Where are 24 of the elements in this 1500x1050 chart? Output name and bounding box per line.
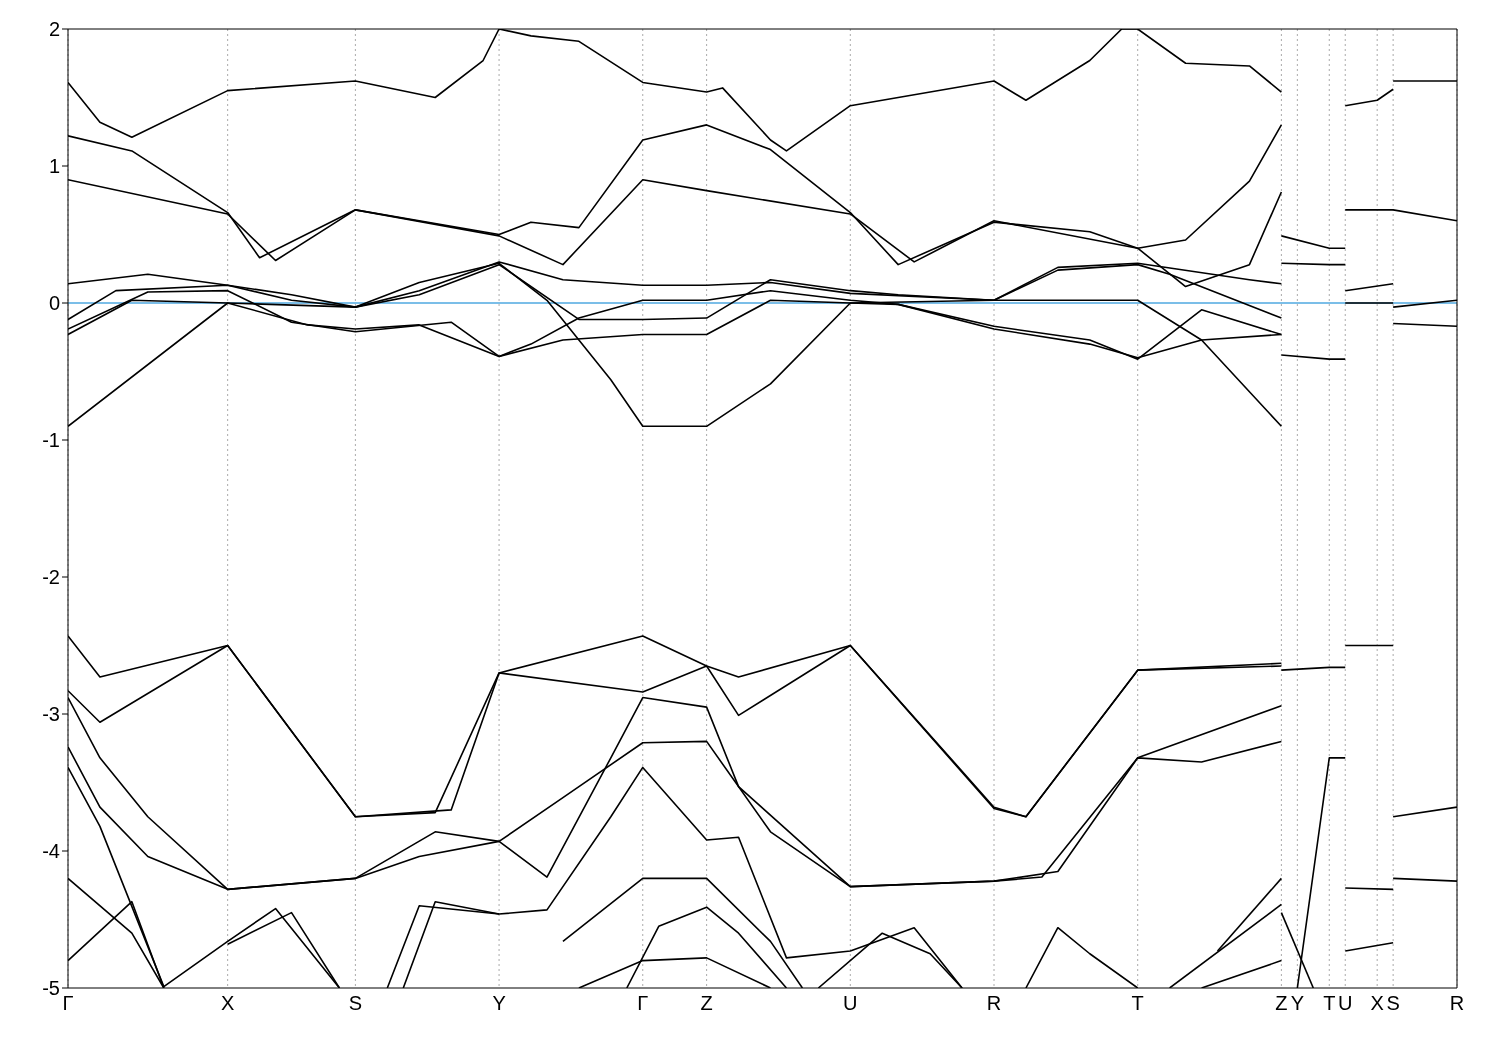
x-tick-label: R — [1449, 992, 1465, 1015]
x-tick-label: Z — [700, 992, 713, 1015]
y-tick-label: -4 — [42, 840, 60, 863]
y-tick-label: -5 — [42, 977, 60, 1000]
x-tick-label: Z — [1275, 992, 1288, 1015]
x-tick-label: Γ — [62, 992, 74, 1015]
y-tick-label: -1 — [42, 429, 60, 452]
y-tick-label: 2 — [48, 18, 60, 41]
x-tick-label: Γ — [637, 992, 649, 1015]
x-tick-label: X — [220, 992, 235, 1015]
x-tick-label: T — [1131, 992, 1144, 1015]
x-tick-label: Y — [1290, 992, 1305, 1015]
x-tick-label: S — [348, 992, 363, 1015]
x-tick-label: T — [1323, 992, 1336, 1015]
y-tick-label: 1 — [48, 155, 60, 178]
y-tick-label: -3 — [42, 703, 60, 726]
x-tick-label: X — [1370, 992, 1384, 1015]
x-tick-label: S — [1386, 992, 1400, 1015]
x-tick-label: U — [843, 992, 858, 1015]
x-tick-label: U — [1338, 992, 1353, 1015]
y-tick-label: -2 — [42, 566, 60, 589]
x-tick-label: R — [986, 992, 1002, 1015]
y-tick-label: 0 — [48, 292, 60, 315]
x-tick-label: Y — [492, 992, 506, 1015]
